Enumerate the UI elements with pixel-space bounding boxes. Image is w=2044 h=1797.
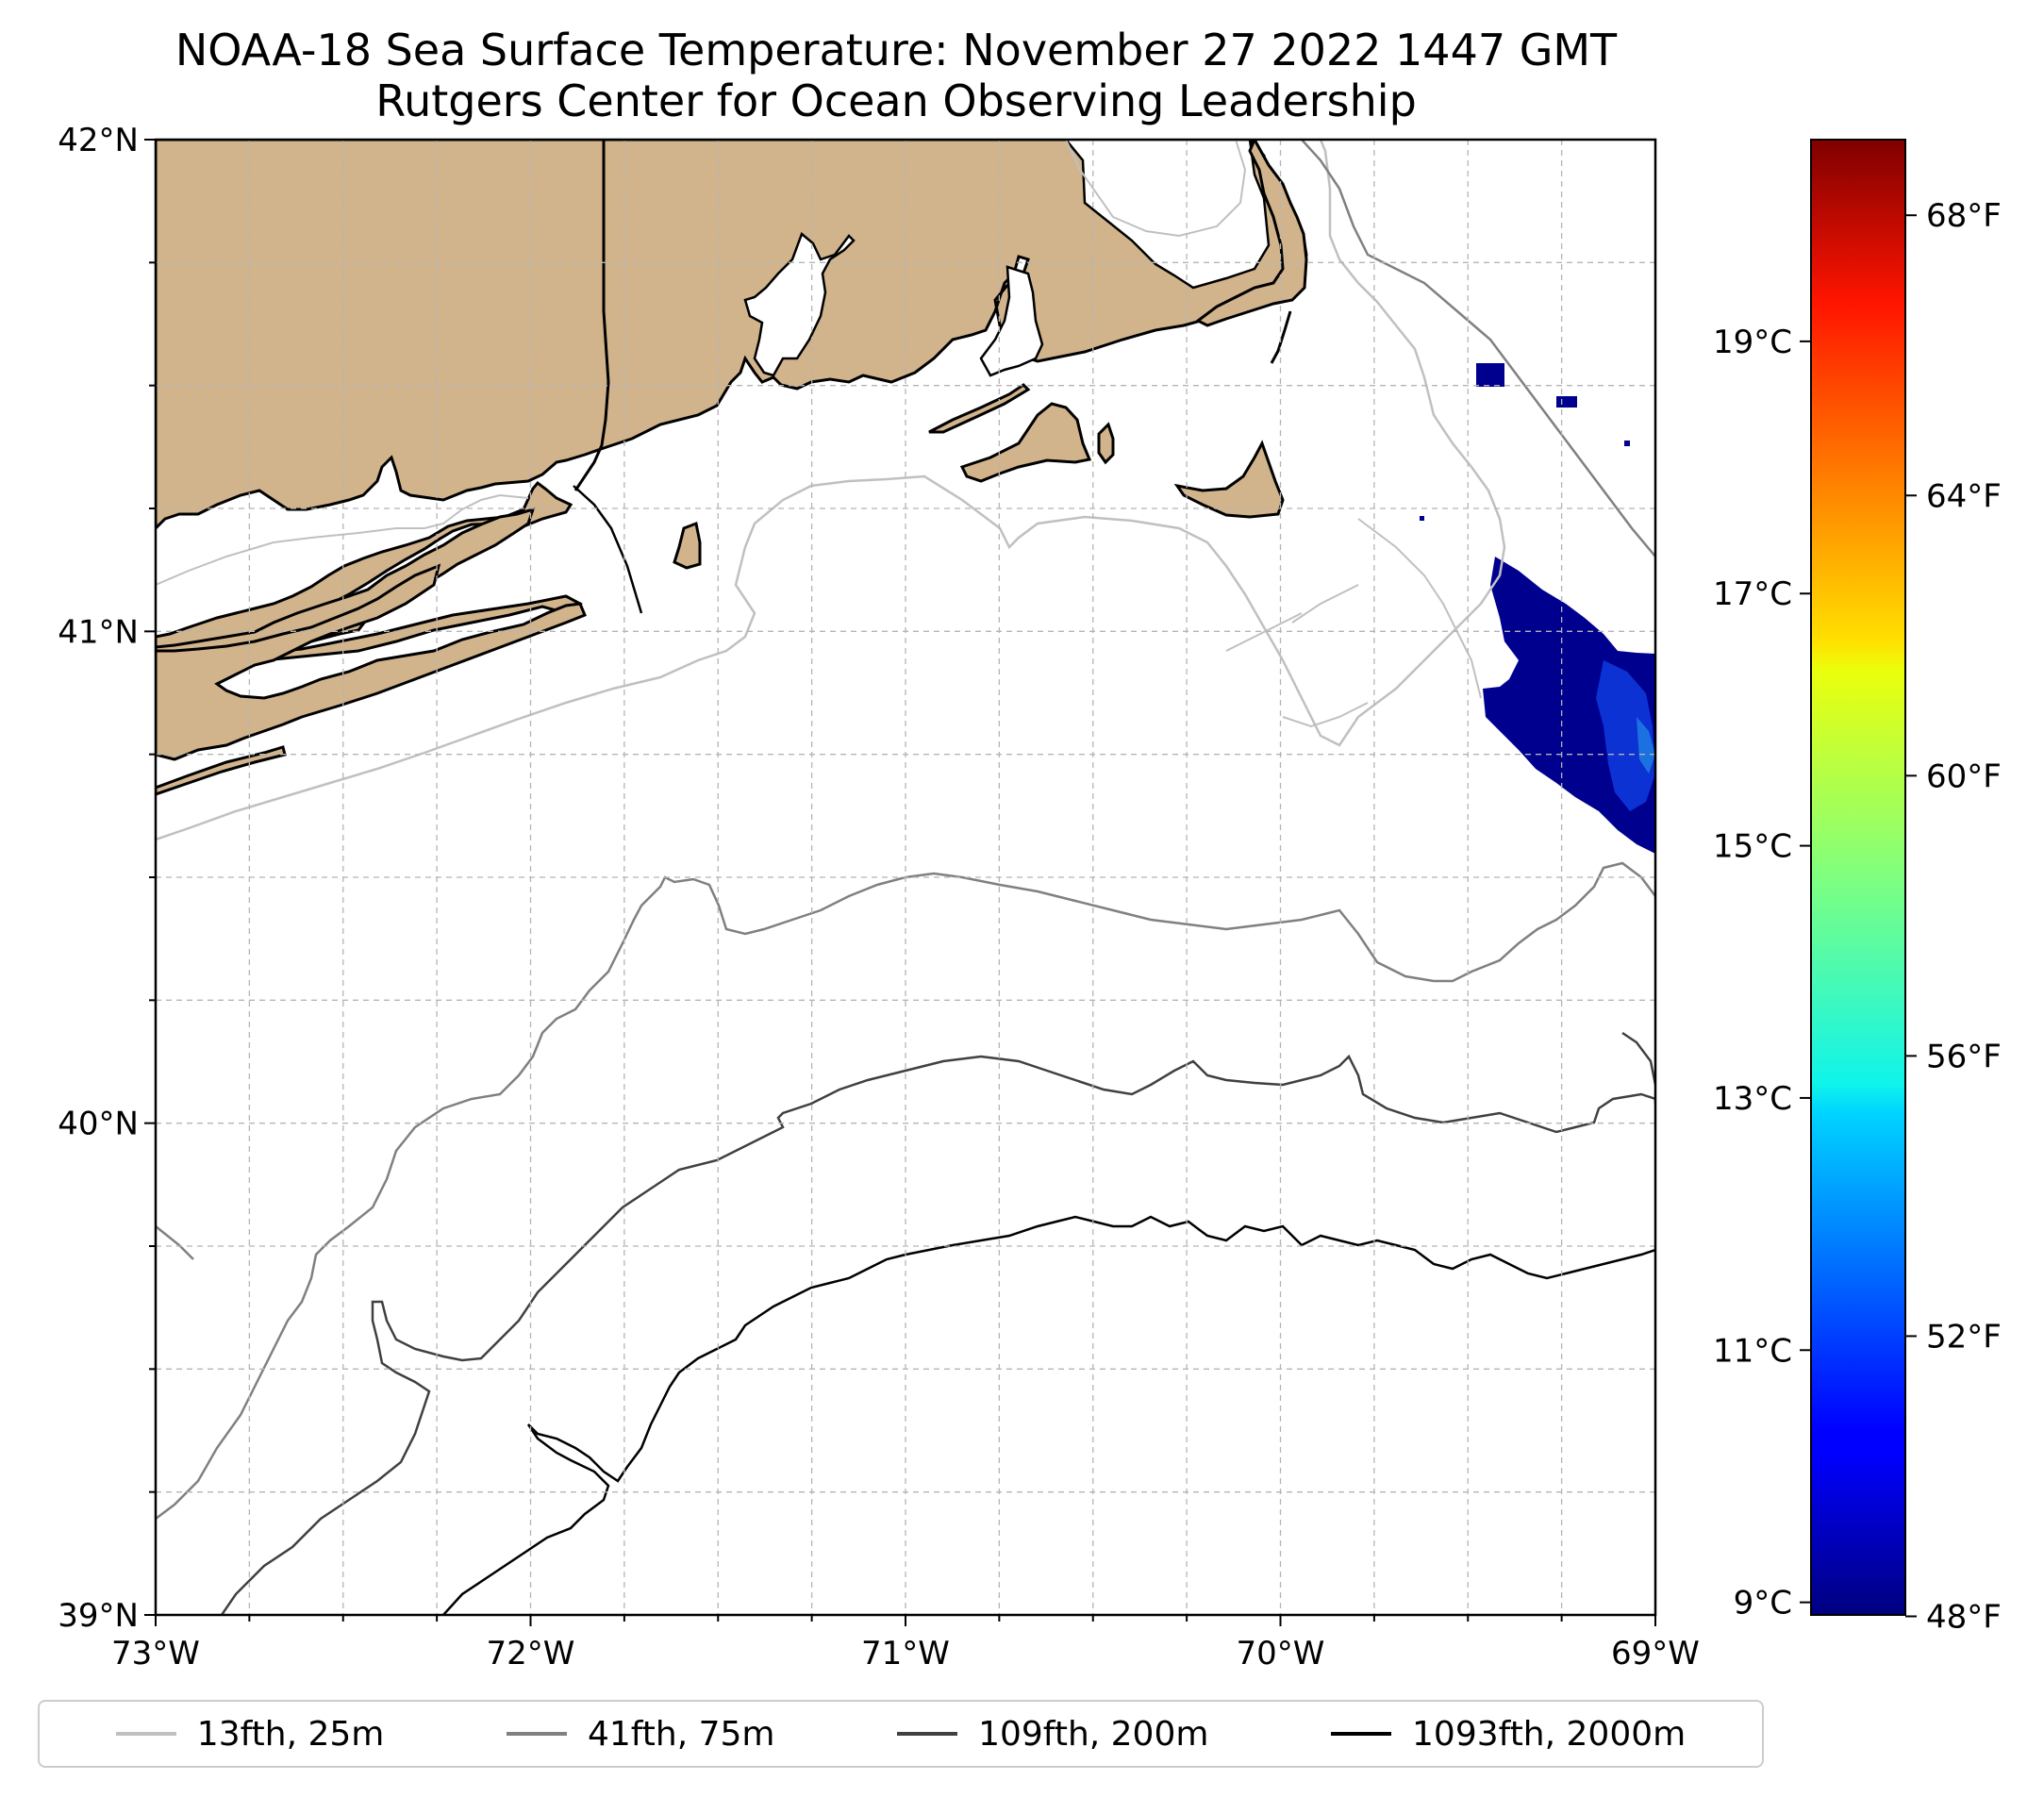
legend-item-25m: 13fth, 25m [115,1714,385,1754]
fahrenheit-tick-label: 68°F [1926,197,2002,235]
monomoy [1270,310,1292,364]
map-title: NOAA-18 Sea Surface Temperature: Novembe… [174,25,1618,75]
marthas-vineyard [959,402,1092,483]
lon-tick-label: 70°W [1237,1635,1325,1672]
legend-item-200m: 109fth, 200m [897,1715,1208,1754]
lat-tick-label: 40°N [58,1106,139,1143]
legend-label-25m: 13fth, 25m [196,1714,385,1754]
fahrenheit-tick-label: 52°F [1926,1318,2002,1356]
contour-25m-2 [1065,140,1247,238]
colorbar-ticks: 9°C 11°C 13°C 15°C 17°C 19°C 48°F 52°F 56°F 60°F 6… [1713,197,2002,1636]
ct-ny-border [573,485,643,614]
fahrenheit-tick-label: 48°F [1926,1598,2002,1636]
map-axes: 73°W 72°W 71°W 70°W 69°W 39°N 40°N 41°N 42°N [58,122,1700,1672]
lat-tick-label: 41°N [58,613,139,651]
sst-patch-warm [1596,660,1655,811]
celsius-tick-label: 9°C [1734,1585,1792,1622]
sst-fragment-1 [1476,363,1504,387]
contour-75m [1301,140,1655,557]
contour-legend: 13fth, 25m 41fth, 75m 109fth, 200m 1093f… [38,1700,1764,1768]
legend-label-2000m: 1093fth, 2000m [1412,1714,1687,1754]
contour-25m [156,140,1506,841]
sst-fragment-4 [1420,516,1424,521]
legend-swatch-25m [115,1732,176,1736]
legend-item-2000m: 1093fth, 2000m [1331,1715,1686,1754]
lon-tick-label: 69°W [1611,1635,1700,1672]
map-subtitle: Rutgers Center for Ocean Observing Leade… [375,75,1417,126]
lat-tick-label: 39°N [58,1597,139,1635]
celsius-tick-label: 15°C [1713,828,1792,866]
fahrenheit-tick-label: 64°F [1926,477,2002,515]
lon-tick-label: 71°W [861,1635,950,1672]
sst-patch-warmer [1637,717,1655,774]
map-canvas: 73°W 72°W 71°W 70°W 69°W 39°N 40°N 41°N 42°N 9°C… [58,122,2002,1672]
cape-cod-bay [1064,140,1271,290]
lon-tick-label: 73°W [111,1635,200,1672]
contour-25m-shoals [1225,518,1482,728]
sst-fragment-2 [1556,396,1577,408]
legend-label-75m: 41fth, 75m [587,1714,775,1754]
celsius-tick-label: 11°C [1713,1332,1792,1370]
block-island [673,521,702,570]
fahrenheit-tick-label: 60°F [1926,757,2002,795]
legend-item-75m: 41fth, 75m [506,1714,775,1754]
contour-25m-inner [156,493,529,586]
buzzards-bay [979,265,1044,377]
mainland-land [156,140,1308,531]
narragansett-bay [743,231,856,377]
celsius-tick-label: 17°C [1713,575,1792,613]
celsius-tick-label: 19°C [1713,324,1792,361]
long-island [156,480,573,653]
legend-label-200m: 109fth, 200m [978,1714,1209,1754]
state-border [573,140,610,491]
colorbar [1810,139,1906,1616]
nantucket [1173,440,1285,519]
legend-swatch-200m [897,1732,958,1736]
sst-fragment-3 [1624,441,1630,446]
fahrenheit-tick-label: 56°F [1926,1038,2002,1075]
legend-swatch-75m [506,1732,567,1736]
long-island-outer [156,563,587,761]
contour-75m-south [156,861,1655,1520]
cape-cod [1195,140,1308,327]
elizabeth-islands [928,383,1031,434]
lat-tick-label: 42°N [58,122,139,159]
gridlines [156,140,1655,1615]
lon-tick-label: 72°W [487,1635,575,1672]
celsius-tick-label: 13°C [1713,1080,1792,1118]
chappaquiddick [1097,422,1115,465]
legend-swatch-2000m [1331,1732,1392,1736]
contour-200m [220,1031,1655,1615]
